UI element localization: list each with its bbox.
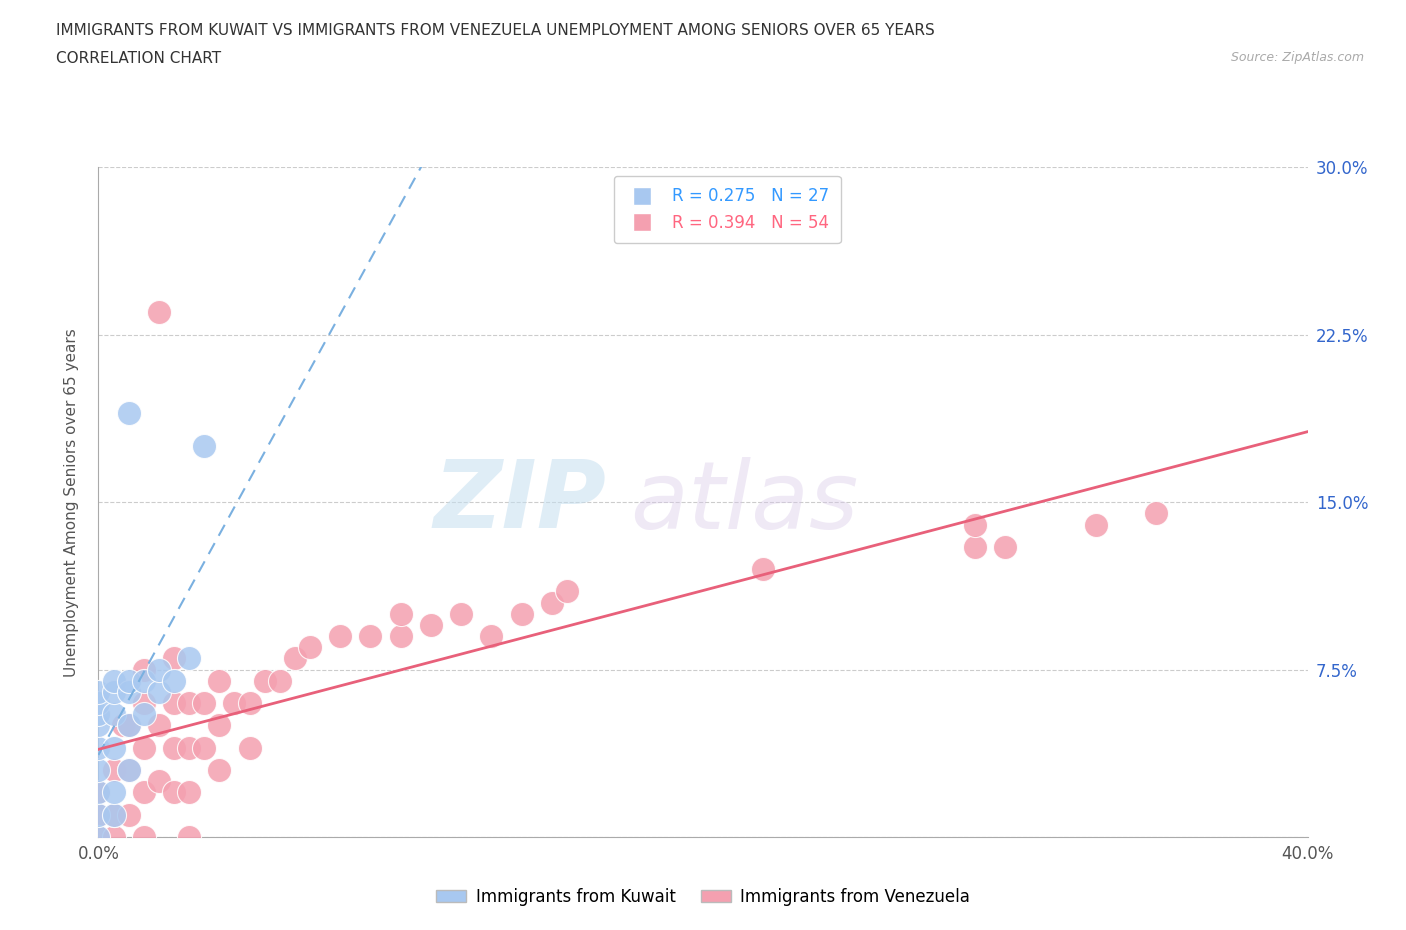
Point [118, 763, 141, 777]
Point [752, 562, 775, 577]
Point [111, 718, 134, 733]
Text: ZIP: ZIP [433, 457, 606, 548]
Legend: Immigrants from Kuwait, Immigrants from Venezuela: Immigrants from Kuwait, Immigrants from … [429, 881, 977, 912]
Point [148, 662, 170, 677]
Point [148, 305, 170, 320]
Point [118, 405, 141, 420]
Point [1085, 517, 1108, 532]
Point [118, 718, 141, 733]
Point [179, 651, 201, 666]
Point [148, 684, 170, 699]
Text: CORRELATION CHART: CORRELATION CHART [56, 51, 221, 66]
Point [132, 707, 155, 722]
Point [179, 785, 201, 800]
Legend: R = 0.275   N = 27, R = 0.394   N = 54: R = 0.275 N = 27, R = 0.394 N = 54 [613, 176, 841, 244]
Point [450, 606, 472, 621]
Point [87, 707, 110, 722]
Point [179, 830, 201, 844]
Point [118, 763, 141, 777]
Point [87, 785, 110, 800]
Point [239, 696, 262, 711]
Point [103, 673, 125, 688]
Point [389, 629, 412, 644]
Point [965, 517, 987, 532]
Point [87, 830, 110, 844]
Point [87, 696, 110, 711]
Point [87, 684, 110, 699]
Point [132, 785, 155, 800]
Point [193, 439, 215, 454]
Point [103, 830, 125, 844]
Point [510, 606, 533, 621]
Point [284, 651, 307, 666]
Point [118, 673, 141, 688]
Y-axis label: Unemployment Among Seniors over 65 years: Unemployment Among Seniors over 65 years [65, 328, 79, 677]
Point [965, 539, 987, 554]
Point [179, 740, 201, 755]
Point [148, 718, 170, 733]
Point [132, 662, 155, 677]
Point [329, 629, 352, 644]
Point [193, 740, 215, 755]
Point [163, 673, 186, 688]
Text: IMMIGRANTS FROM KUWAIT VS IMMIGRANTS FROM VENEZUELA UNEMPLOYMENT AMONG SENIORS O: IMMIGRANTS FROM KUWAIT VS IMMIGRANTS FRO… [56, 23, 935, 38]
Point [193, 696, 215, 711]
Point [163, 696, 186, 711]
Point [360, 629, 382, 644]
Point [540, 595, 562, 610]
Point [132, 673, 155, 688]
Point [148, 774, 170, 789]
Point [87, 763, 110, 777]
Point [163, 651, 186, 666]
Point [481, 629, 503, 644]
Point [87, 807, 110, 822]
Point [253, 673, 276, 688]
Point [994, 539, 1017, 554]
Point [118, 684, 141, 699]
Point [1144, 506, 1167, 521]
Point [103, 684, 125, 699]
Point [132, 740, 155, 755]
Point [132, 830, 155, 844]
Point [87, 830, 110, 844]
Text: atlas: atlas [630, 457, 859, 548]
Point [208, 673, 231, 688]
Point [103, 763, 125, 777]
Text: Source: ZipAtlas.com: Source: ZipAtlas.com [1230, 51, 1364, 64]
Point [208, 763, 231, 777]
Point [87, 718, 110, 733]
Point [224, 696, 246, 711]
Point [118, 807, 141, 822]
Point [163, 785, 186, 800]
Point [179, 696, 201, 711]
Point [555, 584, 578, 599]
Point [87, 785, 110, 800]
Point [132, 696, 155, 711]
Point [87, 740, 110, 755]
Point [87, 807, 110, 822]
Point [103, 707, 125, 722]
Point [103, 807, 125, 822]
Point [420, 618, 443, 632]
Point [389, 606, 412, 621]
Point [208, 718, 231, 733]
Point [103, 785, 125, 800]
Point [269, 673, 291, 688]
Point [118, 718, 141, 733]
Point [163, 740, 186, 755]
Point [103, 740, 125, 755]
Point [299, 640, 322, 655]
Point [103, 807, 125, 822]
Point [239, 740, 262, 755]
